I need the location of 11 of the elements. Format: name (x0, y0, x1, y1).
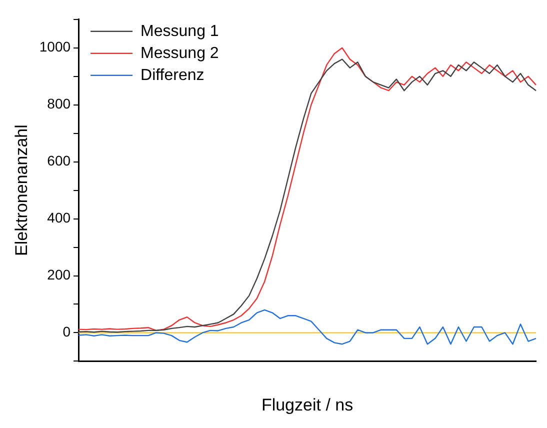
legend-label: Differenz (140, 66, 204, 84)
y-axis-title: Elektronenanzahl (12, 124, 31, 256)
y-tick-label: 200 (47, 266, 71, 283)
y-tick-label: 400 (47, 210, 71, 226)
y-tick-label: 1000 (39, 38, 71, 55)
legend-label: Messung 1 (140, 22, 219, 40)
legend-label: Messung 2 (140, 44, 219, 62)
y-tick-label: 0 (62, 324, 71, 340)
y-tick-label: 800 (47, 96, 71, 112)
y-tick-label: 600 (47, 152, 71, 169)
x-axis-title: Flugzeit / ns (261, 395, 354, 414)
